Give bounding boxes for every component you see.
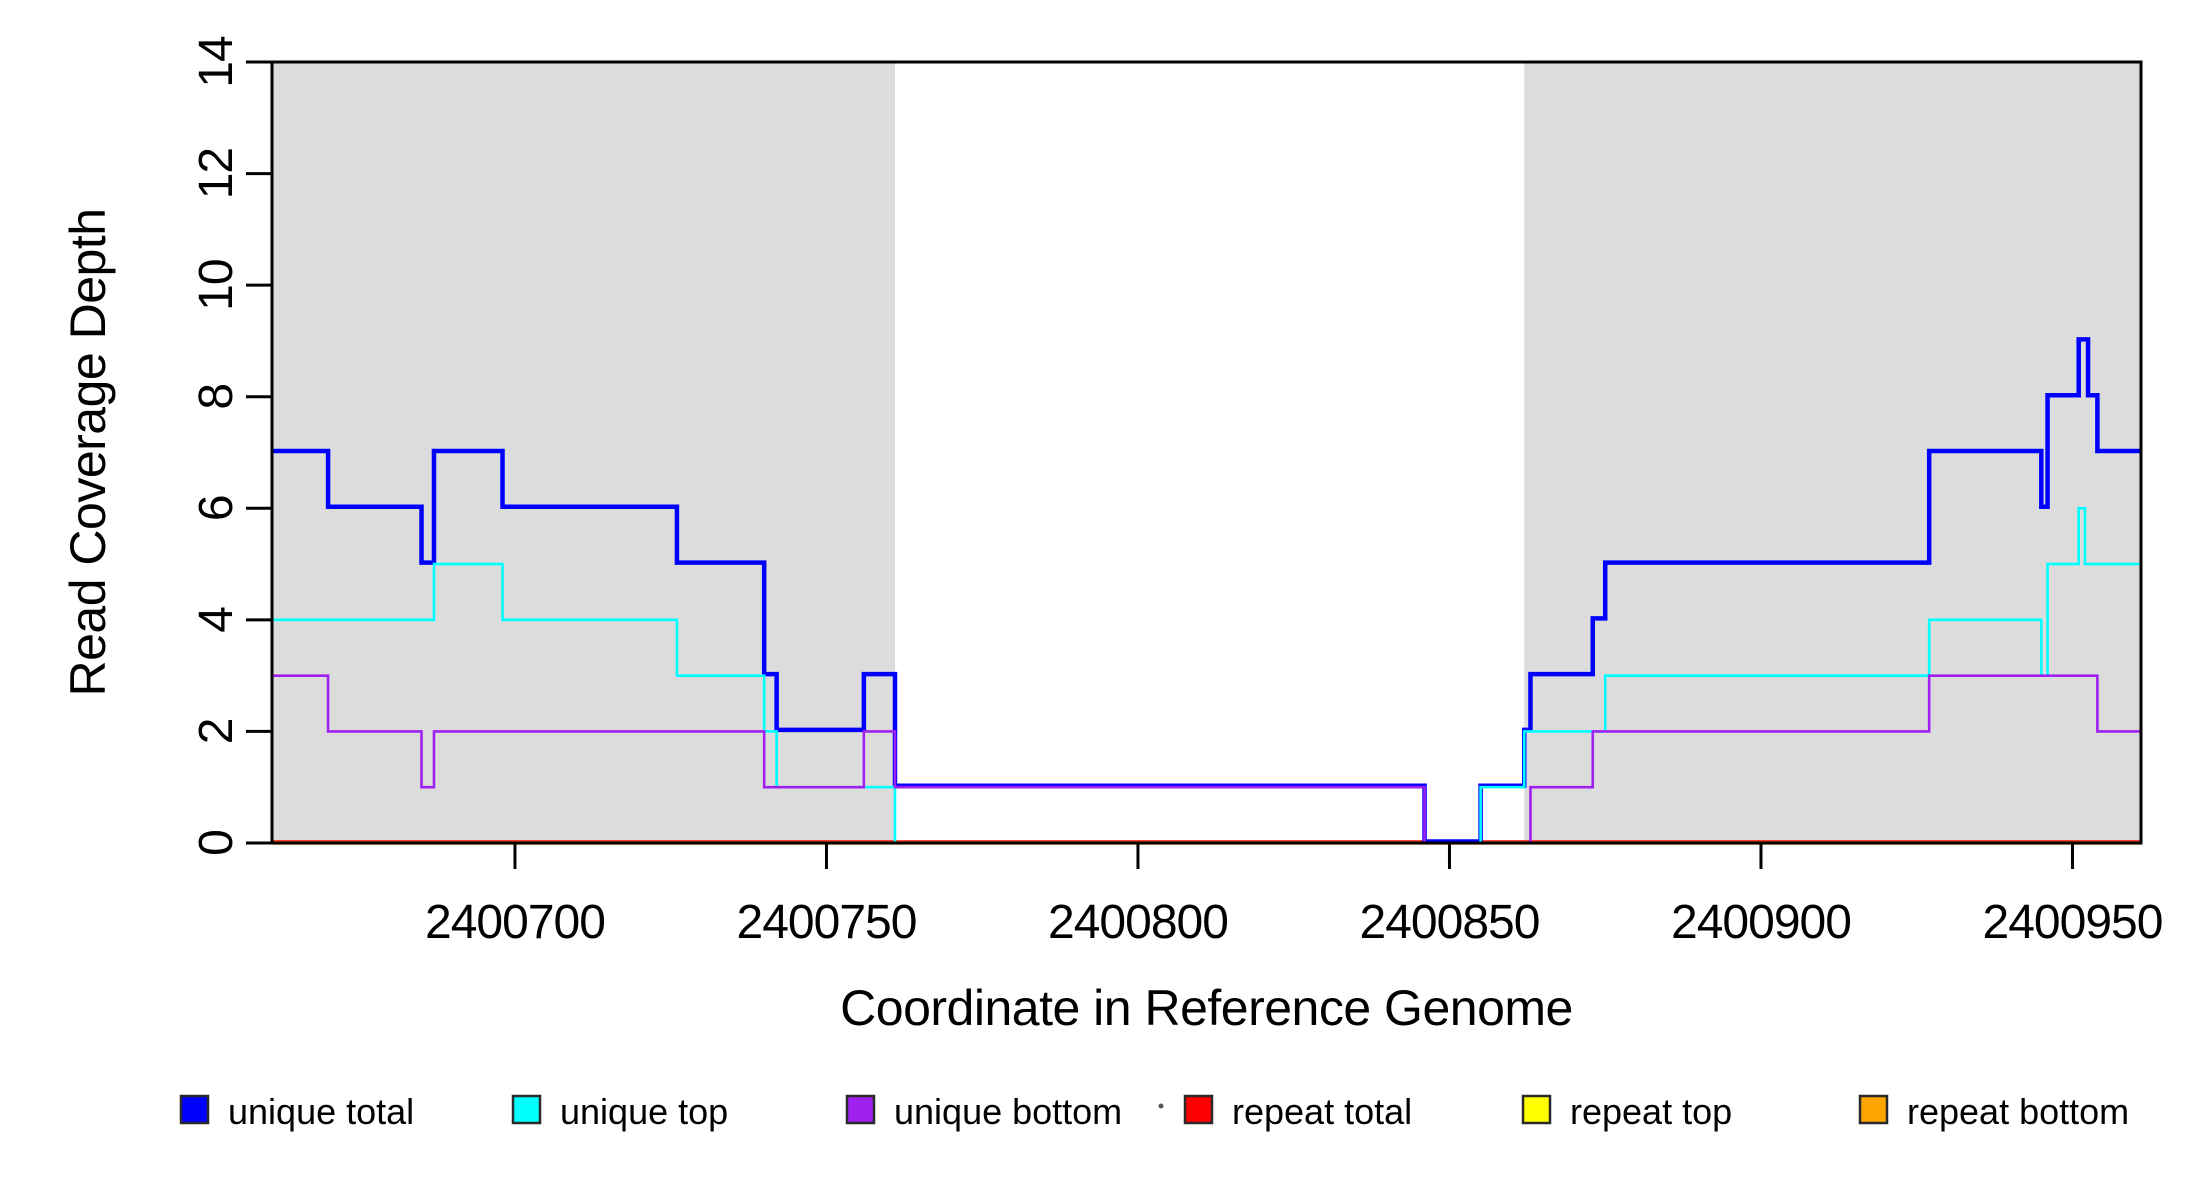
legend-item: unique top	[511, 1091, 728, 1132]
legend-label: repeat total	[1232, 1091, 1412, 1132]
repeat-region-shading	[272, 62, 895, 843]
legend-swatch-unique-top	[511, 1094, 542, 1125]
legend-swatch-unique-bottom	[845, 1094, 876, 1125]
legend-label: unique top	[560, 1091, 728, 1132]
y-tick-label: 4	[190, 607, 243, 633]
legend-swatch-repeat-bottom	[1858, 1094, 1889, 1125]
legend-item: unique bottom	[845, 1091, 1122, 1132]
legend-item: repeat total	[1183, 1091, 1412, 1132]
legend-label: repeat bottom	[1907, 1091, 2129, 1132]
stray-mark	[1158, 1103, 1164, 1109]
y-tick-label: 0	[190, 830, 243, 856]
x-axis-title: Coordinate in Reference Genome	[840, 980, 1573, 1036]
series-unique-bottom	[272, 674, 2141, 845]
series-unique-top	[272, 506, 2141, 845]
x-tick-label: 2400950	[1983, 896, 2163, 949]
legend-swatch-repeat-top	[1521, 1094, 1552, 1125]
axis-tick-labels: 2400700 2400750 2400800 2400850 2400900 24009…	[190, 36, 2163, 949]
x-tick-label: 2400700	[425, 896, 605, 949]
y-tick-label: 10	[190, 259, 243, 310]
legend-swatch-repeat-total	[1183, 1094, 1214, 1125]
legend: unique total unique top unique bottom repea…	[179, 1091, 2129, 1132]
legend-label: unique total	[228, 1091, 414, 1132]
y-tick-label: 6	[190, 495, 243, 521]
y-tick-label: 12	[190, 148, 243, 199]
x-tick-label: 2400850	[1360, 896, 1540, 949]
x-tick-label: 2400750	[737, 896, 917, 949]
legend-label: repeat top	[1570, 1091, 1732, 1132]
y-tick-label: 14	[190, 36, 243, 88]
plot-box	[270, 60, 2143, 845]
y-axis-title: Read Coverage Depth	[60, 208, 116, 696]
legend-item: repeat bottom	[1858, 1091, 2129, 1132]
x-tick-label: 2400800	[1048, 896, 1228, 949]
legend-item: unique total	[179, 1091, 414, 1132]
y-tick-label: 8	[190, 384, 243, 410]
shaded-regions	[272, 62, 2141, 843]
x-tick-label: 2400900	[1671, 896, 1851, 949]
legend-swatch-unique-total	[179, 1094, 210, 1125]
legend-item: repeat top	[1521, 1091, 1732, 1132]
legend-label: unique bottom	[894, 1091, 1122, 1132]
axis-ticks	[246, 60, 2074, 869]
y-tick-label: 2	[190, 719, 243, 745]
